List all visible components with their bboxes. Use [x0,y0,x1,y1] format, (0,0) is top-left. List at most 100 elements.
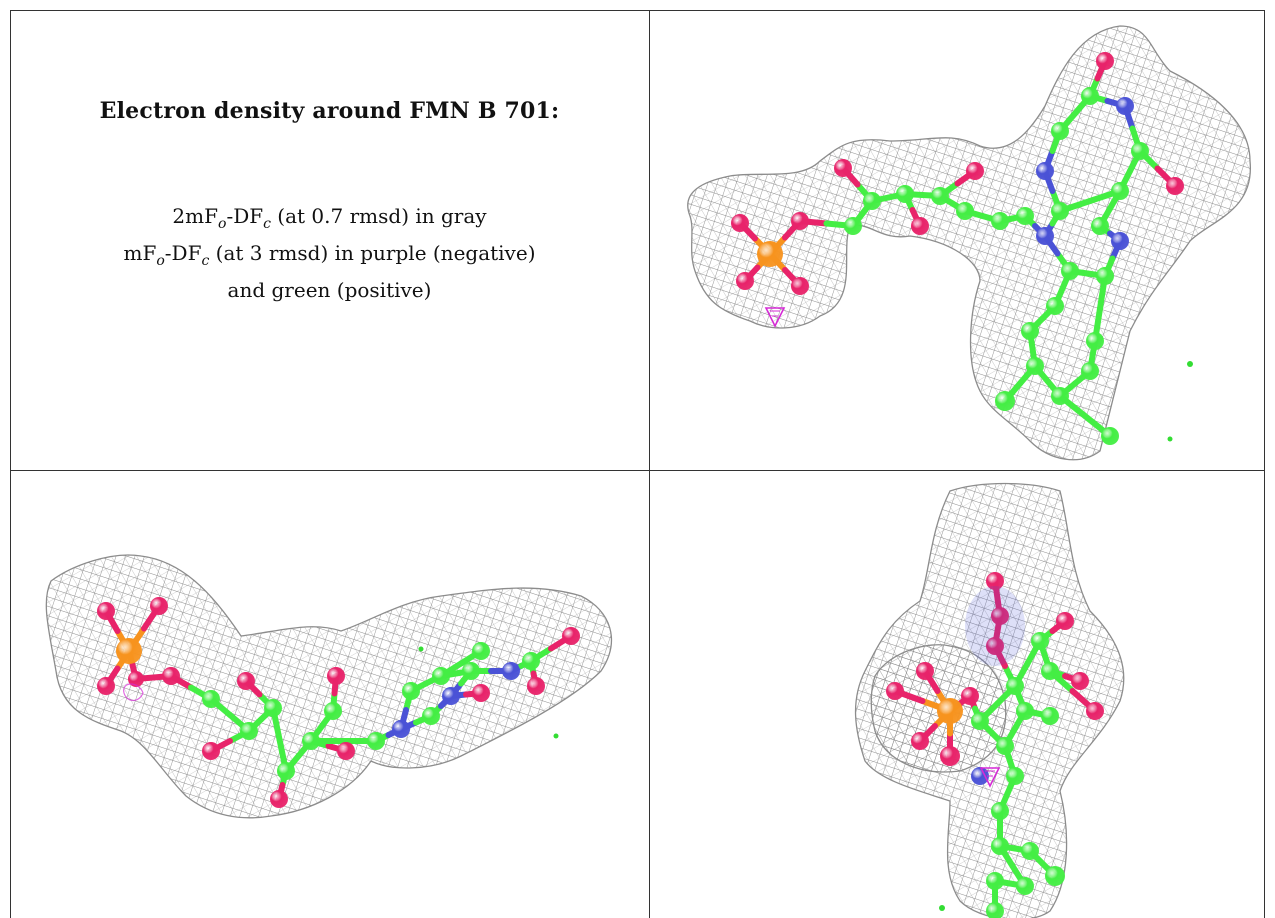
fmn-molecule [886,572,1104,918]
oxygen-atom [237,672,255,690]
oxygen-atom [128,671,144,687]
carbon-atom [522,652,540,670]
table-border-left [10,10,11,918]
carbon-atom [1031,632,1049,650]
carbon-atom [1045,866,1065,886]
oxygen-atom [834,159,852,177]
carbon-atom [1086,332,1104,350]
oxygen-atom [911,732,929,750]
carbon-atom [324,702,342,720]
carbon-atom [1016,207,1034,225]
oxygen-atom [1096,52,1114,70]
carbon-atom [1046,297,1064,315]
carbon-atom [863,192,881,210]
carbon-atom [971,712,989,730]
oxygen-atom [986,572,1004,590]
oxygen-atom [986,637,1004,655]
carbon-atom [1091,217,1109,235]
density-view-top-right [687,25,1251,461]
carbon-atom [986,902,1004,918]
oxygen-atom [1056,612,1074,630]
carbon-atom [367,732,385,750]
caption-cell: Electron density around FMN B 701: 2mFo-… [10,10,649,470]
oxygen-atom [527,677,545,695]
oxygen-atom [1071,672,1089,690]
caption-title: Electron density around FMN B 701: [99,98,560,124]
oxygen-atom [150,597,168,615]
carbon-atom [1006,677,1024,695]
oxygen-atom [472,684,490,702]
oxygen-atom [911,217,929,235]
nitrogen-atom [442,687,460,705]
oxygen-atom [736,272,754,290]
oxygen-atom [991,607,1009,625]
caption-description: 2mFo-DFc (at 0.7 rmsd) in gray mFo-DFc (… [10,202,649,305]
nitrogen-atom [1036,227,1054,245]
carbon-atom [931,187,949,205]
carbon-atom [991,802,1009,820]
carbon-atom [1021,842,1039,860]
negative-density-blob [764,307,786,328]
nitrogen-atom [971,767,989,785]
faded-ring [965,586,1025,666]
view-bottom-right [650,471,1264,918]
oxygen-atom [327,667,345,685]
caption-line-mfo: mFo-DFc (at 3 rmsd) in purple (negative) [123,241,536,269]
nitrogen-atom [1036,162,1054,180]
oxygen-atom [97,677,115,695]
carbon-atom [991,837,1009,855]
phosphorus-atom [937,698,963,724]
carbon-atom [956,202,974,220]
oxygen-atom [886,682,904,700]
density-view-bottom-left [45,554,613,819]
carbon-atom [472,642,490,660]
nitrogen-atom [1116,97,1134,115]
fmn-molecule [731,52,1184,445]
oxygen-atom [916,662,934,680]
caption-line-green: and green (positive) [227,278,432,302]
carbon-atom [1081,362,1099,380]
density-view-bottom-right [854,482,1125,918]
oxygen-atom [162,667,180,685]
carbon-atom [462,662,480,680]
oxygen-atom [1166,177,1184,195]
carbon-atom [896,185,914,203]
oxygen-atom [731,214,749,232]
positive-density-spot [418,646,424,652]
oxygen-atom [940,746,960,766]
oxygen-atom [791,212,809,230]
carbon-atom [402,682,420,700]
positive-density-spot [939,905,945,911]
table-border-right [1264,10,1265,918]
nitrogen-atom [1111,232,1129,250]
carbon-atom [264,699,282,717]
negative-density-blob-lines [770,310,780,317]
carbon-atom [240,722,258,740]
carbon-atom [1021,322,1039,340]
positive-density-spot [1167,436,1173,442]
caption-line-2mfo: 2mFo-DFc (at 0.7 rmsd) in gray [172,204,487,232]
oxygen-atom [961,687,979,705]
carbon-atom [1081,87,1099,105]
carbon-atom [202,690,220,708]
negative-density-blob [979,767,1001,788]
carbon-atom [1131,142,1149,160]
carbon-atom [1061,262,1079,280]
carbon-atom [432,667,450,685]
table-divider-horizontal [10,470,1265,471]
oxygen-atom [1086,702,1104,720]
carbon-atom [302,732,320,750]
oxygen-atom [966,162,984,180]
carbon-atom [986,872,1004,890]
density-mesh-overlay [687,26,1251,460]
positive-density-spot [1187,361,1193,367]
phosphorus-atom [116,638,142,664]
carbon-atom [1006,767,1024,785]
phosphorus-atom [757,241,783,267]
carbon-atom [1101,427,1119,445]
carbon-atom [1041,662,1059,680]
oxygen-atom [337,742,355,760]
carbon-atom [1051,122,1069,140]
oxygen-atom [97,602,115,620]
carbon-atom [1041,707,1059,725]
